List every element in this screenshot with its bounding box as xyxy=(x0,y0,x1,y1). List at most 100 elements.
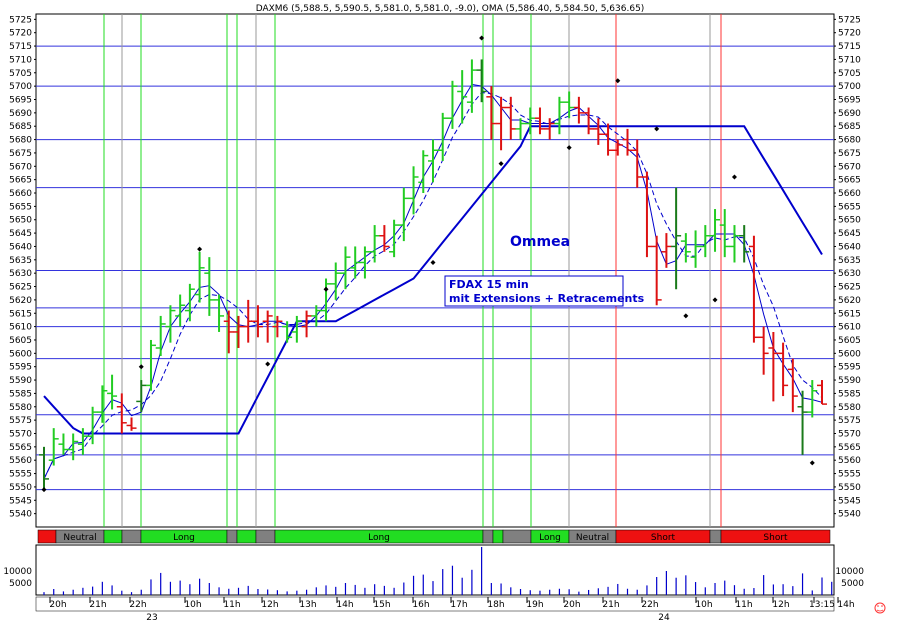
ohlc-bar xyxy=(321,278,332,322)
state-band xyxy=(236,529,257,544)
volume-panel xyxy=(35,544,835,596)
y-tick-left: 5725 xyxy=(9,15,32,25)
pivot-marker xyxy=(41,487,47,493)
ohlc-bar xyxy=(194,251,205,303)
volume-tick-left: 5000 xyxy=(9,579,32,589)
pivot-marker xyxy=(479,35,485,41)
ohlc-bar xyxy=(175,294,186,327)
pivot-marker xyxy=(615,78,621,84)
y-tick-right: 5575 xyxy=(838,416,861,426)
y-tick-left: 5685 xyxy=(9,122,32,132)
pivot-marker xyxy=(323,286,329,292)
ohlc-bar xyxy=(573,96,584,124)
y-tick-right: 5645 xyxy=(838,229,861,239)
ohlc-bar xyxy=(496,96,507,151)
x-tick-label: 20h xyxy=(563,600,580,610)
ohlc-bar xyxy=(476,59,487,103)
y-tick-right: 5600 xyxy=(838,349,861,359)
pivot-marker xyxy=(138,364,144,370)
ohlc-bar xyxy=(359,246,370,279)
y-tick-left: 5570 xyxy=(9,429,32,439)
y-tick-left: 5720 xyxy=(9,29,32,39)
y-tick-left: 5670 xyxy=(9,162,32,172)
y-tick-right: 5690 xyxy=(838,109,861,119)
ohlc-bar xyxy=(632,139,643,188)
y-tick-left: 5605 xyxy=(9,336,32,346)
y-tick-right: 5715 xyxy=(838,42,861,52)
y-tick-right: 5655 xyxy=(838,202,861,212)
x-tick-label: 12h xyxy=(772,600,789,610)
ohlc-bar xyxy=(622,128,633,156)
y-tick-left: 5665 xyxy=(9,176,32,186)
x-tick-label: 11h xyxy=(223,600,240,610)
y-tick-left: 5585 xyxy=(9,389,32,399)
ohlc-bar xyxy=(39,446,49,490)
ohlc-bar xyxy=(515,118,526,140)
state-band-label: Neutral xyxy=(576,533,609,543)
y-tick-left: 5565 xyxy=(9,443,32,453)
y-tick-right: 5700 xyxy=(838,82,861,92)
y-tick-right: 5590 xyxy=(838,376,861,386)
ohlc-bar xyxy=(165,305,176,343)
ohlc-bar xyxy=(544,118,555,140)
ohlc-bar xyxy=(748,235,759,343)
ohlc-bar xyxy=(145,339,156,391)
y-tick-right: 5695 xyxy=(838,96,861,106)
x-tick-label: 12h xyxy=(261,600,278,610)
ohlc-bar xyxy=(233,315,244,348)
ohlc-bar xyxy=(155,315,166,356)
ohlc-bar xyxy=(389,219,400,258)
y-tick-left: 5675 xyxy=(9,149,32,159)
volume-tick-right: 10000 xyxy=(835,567,864,577)
y-tick-right: 5680 xyxy=(838,136,861,146)
ohlc-bar xyxy=(214,294,225,332)
pivot-marker xyxy=(731,174,737,180)
y-tick-right: 5550 xyxy=(838,483,861,493)
state-band-label: Long xyxy=(368,533,390,543)
volume-tick-left: 10000 xyxy=(3,567,32,577)
day-label: 24 xyxy=(658,613,670,622)
x-tick-label: 16h xyxy=(412,600,429,610)
ohlc-bar xyxy=(641,171,652,258)
y-tick-right: 5560 xyxy=(838,456,861,466)
y-tick-right: 5625 xyxy=(838,283,861,293)
y-tick-left: 5710 xyxy=(9,55,32,65)
state-band-label: Long xyxy=(173,533,195,543)
y-tick-left: 5575 xyxy=(9,416,32,426)
y-tick-left: 5690 xyxy=(9,109,32,119)
ohlc-bar xyxy=(778,342,789,397)
ohlc-bar xyxy=(797,390,808,455)
ohlc-bar xyxy=(612,139,623,156)
y-tick-left: 5645 xyxy=(9,229,32,239)
ohlc-bar xyxy=(593,118,604,145)
y-tick-left: 5615 xyxy=(9,309,32,319)
trend-indicator-line xyxy=(43,125,823,435)
ohlc-bar xyxy=(583,107,594,135)
ohlc-bar xyxy=(729,225,740,263)
ohlc-bar xyxy=(661,233,672,268)
ohlc-bar xyxy=(505,96,516,140)
ohlc-bar xyxy=(48,428,59,466)
pivot-marker xyxy=(683,313,689,319)
smiley-icon[interactable] xyxy=(874,602,886,614)
x-tick-label: 22h xyxy=(129,600,146,610)
y-tick-right: 5720 xyxy=(838,29,861,39)
ohlc-bar xyxy=(719,209,730,258)
ohlc-bar xyxy=(398,187,409,242)
ohlc-bar xyxy=(700,225,711,258)
ohlc-bar xyxy=(437,112,448,161)
y-tick-left: 5630 xyxy=(9,269,32,279)
ohlc-bar xyxy=(77,428,88,455)
ohlc-bar xyxy=(184,283,195,322)
ohlc-bar xyxy=(768,331,779,402)
ohlc-bar xyxy=(457,70,468,124)
y-tick-right: 5595 xyxy=(838,363,861,373)
x-tick-label: 22h xyxy=(641,600,658,610)
x-tick-label: 15h xyxy=(373,600,390,610)
ohlc-bar xyxy=(243,299,254,343)
ohlc-bar xyxy=(116,393,127,434)
y-tick-left: 5555 xyxy=(9,470,32,480)
y-tick-left: 5540 xyxy=(9,510,32,520)
ohlc-bar xyxy=(379,225,390,252)
